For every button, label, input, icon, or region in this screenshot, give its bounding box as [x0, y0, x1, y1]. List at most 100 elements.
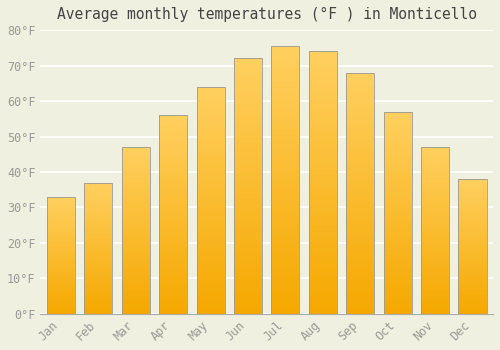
Bar — [272, 164, 299, 167]
Bar — [84, 282, 112, 284]
Bar — [346, 234, 374, 237]
Bar — [196, 257, 224, 259]
Bar — [234, 166, 262, 168]
Bar — [47, 209, 75, 210]
Bar — [159, 141, 187, 143]
Bar — [309, 72, 337, 75]
Bar — [458, 300, 486, 302]
Bar — [458, 249, 486, 251]
Bar — [346, 164, 374, 167]
Bar — [309, 272, 337, 274]
Bar — [384, 152, 411, 154]
Bar — [122, 266, 150, 267]
Bar — [272, 129, 299, 132]
Bar — [234, 186, 262, 189]
Bar — [159, 206, 187, 209]
Bar — [234, 242, 262, 245]
Bar — [159, 143, 187, 145]
Bar — [272, 255, 299, 258]
Bar — [159, 240, 187, 242]
Bar — [346, 181, 374, 184]
Bar — [47, 309, 75, 310]
Bar — [234, 115, 262, 117]
Bar — [458, 190, 486, 191]
Bar — [384, 302, 411, 304]
Bar — [47, 301, 75, 302]
Bar — [159, 312, 187, 314]
Bar — [234, 120, 262, 122]
Bar — [272, 126, 299, 129]
Bar — [421, 231, 449, 232]
Bar — [234, 291, 262, 293]
Bar — [122, 227, 150, 229]
Bar — [159, 310, 187, 312]
Bar — [346, 201, 374, 203]
Bar — [159, 234, 187, 236]
Bar — [122, 264, 150, 266]
Bar — [196, 150, 224, 153]
Bar — [272, 231, 299, 233]
Bar — [47, 197, 75, 198]
Bar — [384, 172, 411, 174]
Bar — [346, 261, 374, 263]
Bar — [458, 287, 486, 288]
Bar — [159, 137, 187, 139]
Bar — [458, 234, 486, 236]
Bar — [384, 265, 411, 267]
Bar — [346, 133, 374, 135]
Bar — [272, 169, 299, 172]
Bar — [421, 256, 449, 257]
Bar — [196, 164, 224, 166]
Bar — [122, 190, 150, 192]
Bar — [346, 131, 374, 133]
Bar — [309, 227, 337, 230]
Bar — [84, 185, 112, 187]
Bar — [384, 213, 411, 215]
Bar — [84, 300, 112, 301]
Bar — [384, 292, 411, 294]
Bar — [384, 312, 411, 314]
Bar — [47, 216, 75, 217]
Bar — [458, 294, 486, 295]
Bar — [84, 307, 112, 309]
Bar — [346, 90, 374, 92]
Bar — [122, 202, 150, 204]
Bar — [346, 220, 374, 222]
Bar — [159, 270, 187, 272]
Bar — [309, 93, 337, 96]
Bar — [346, 304, 374, 307]
Bar — [384, 221, 411, 223]
Bar — [234, 283, 262, 286]
Bar — [196, 214, 224, 216]
Bar — [458, 271, 486, 272]
Bar — [272, 108, 299, 110]
Bar — [421, 175, 449, 177]
Bar — [346, 290, 374, 292]
Bar — [234, 288, 262, 291]
Bar — [84, 214, 112, 216]
Bar — [346, 295, 374, 297]
Bar — [309, 151, 337, 154]
Bar — [384, 247, 411, 249]
Bar — [196, 300, 224, 302]
Bar — [421, 307, 449, 309]
Bar — [384, 289, 411, 292]
Bar — [272, 293, 299, 295]
Bar — [309, 164, 337, 167]
Bar — [47, 290, 75, 292]
Bar — [458, 311, 486, 313]
Bar — [84, 261, 112, 263]
Bar — [272, 68, 299, 70]
Bar — [421, 209, 449, 210]
Bar — [196, 169, 224, 171]
Bar — [272, 271, 299, 274]
Bar — [272, 62, 299, 65]
Bar — [309, 301, 337, 303]
Bar — [272, 220, 299, 223]
Bar — [47, 212, 75, 213]
Bar — [196, 232, 224, 234]
Bar — [458, 272, 486, 273]
Bar — [122, 239, 150, 240]
Bar — [84, 263, 112, 264]
Bar — [272, 172, 299, 175]
